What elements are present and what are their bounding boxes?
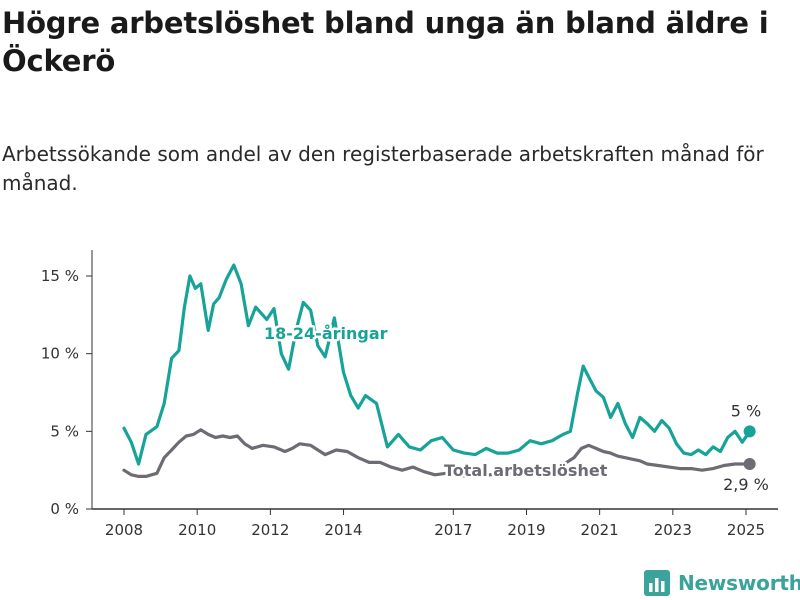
y-tick-label: 5 % — [50, 422, 79, 440]
series-label-youth: 18-24-åringar — [264, 324, 388, 343]
y-tick-label: 15 % — [41, 267, 79, 285]
x-tick-label: 2019 — [507, 521, 545, 539]
end-value-total: 2,9 % — [723, 475, 769, 494]
x-tick-label: 2008 — [105, 521, 143, 539]
newsworthy-logo: Newsworthy — [644, 568, 800, 598]
series-end-marker — [743, 457, 756, 470]
brand-name: Newsworthy — [678, 571, 800, 595]
y-tick-label: 0 % — [50, 500, 79, 518]
x-tick-label: 2023 — [654, 521, 692, 539]
youth-series-line — [122, 263, 752, 466]
x-tick-label: 2017 — [434, 521, 472, 539]
total-series-line — [122, 428, 752, 478]
x-tick-label: 2025 — [727, 521, 765, 539]
series-end-marker — [743, 425, 756, 438]
x-tick-label: 2021 — [581, 521, 619, 539]
x-tick-label: 2012 — [251, 521, 289, 539]
x-tick-label: 2014 — [324, 521, 362, 539]
series-label-total: Total arbetslöshet — [444, 461, 608, 480]
chart-subtitle: Arbetssökande som andel av den registerb… — [2, 142, 764, 195]
y-tick-label: 10 % — [41, 345, 79, 363]
bar-chart-icon — [644, 570, 670, 596]
chart-title: Högre arbetslöshet bland unga än bland ä… — [2, 6, 769, 78]
end-value-youth: 5 % — [731, 401, 761, 420]
x-tick-label: 2010 — [178, 521, 216, 539]
